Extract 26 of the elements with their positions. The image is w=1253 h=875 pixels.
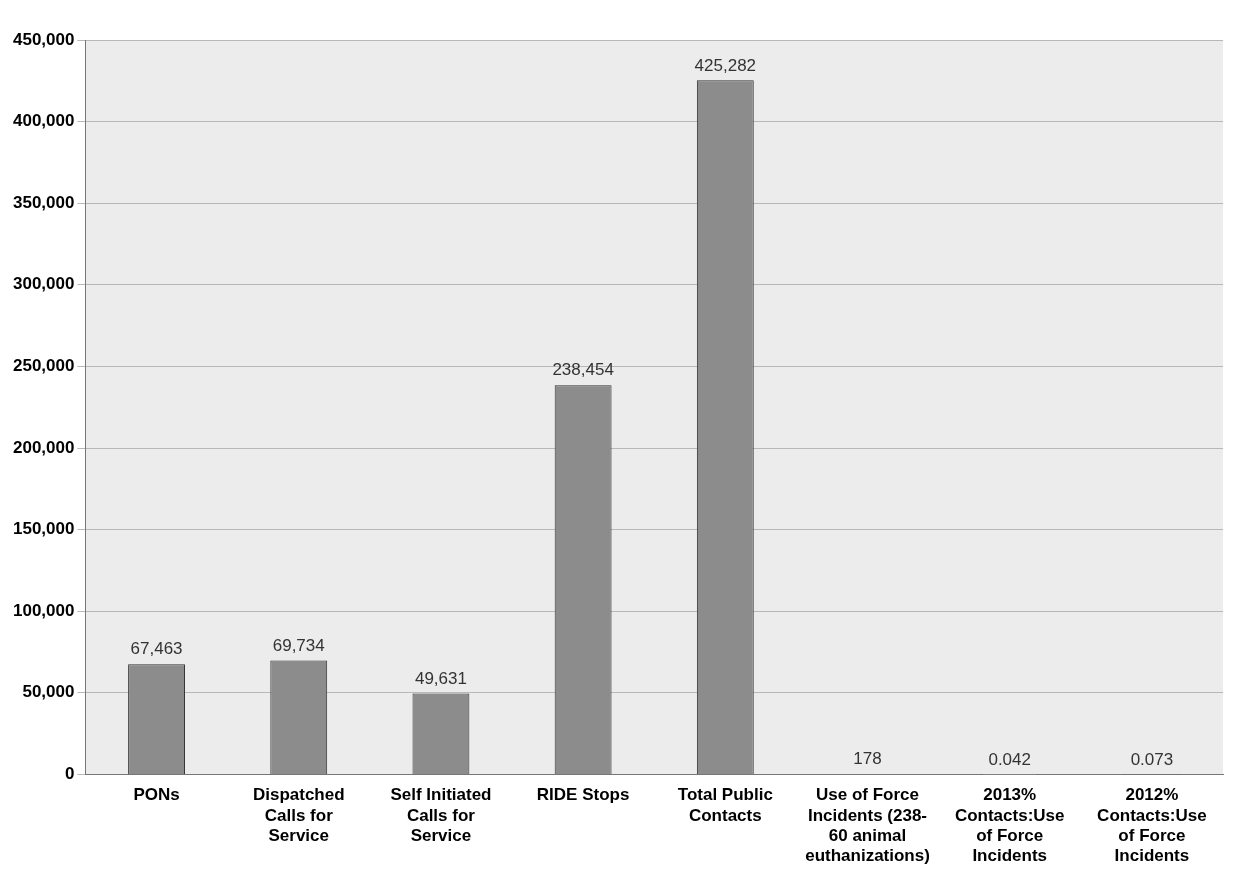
y-tick-label: 400,000 <box>13 111 75 131</box>
data-label: 67,463 <box>130 639 183 659</box>
y-tick-label: 250,000 <box>13 356 75 376</box>
x-tick-label: Use of Force Incidents (238-60 animal euthanizations) <box>805 785 930 866</box>
data-label: 0.073 <box>1130 749 1174 769</box>
data-label: 238,454 <box>552 360 614 380</box>
data-label: 69,734 <box>272 635 325 655</box>
x-tick-label: Self Initiated Calls for Service <box>390 785 492 846</box>
data-label: 0.042 <box>988 749 1031 769</box>
x-tick-label: PONs <box>133 785 180 805</box>
data-label: 49,631 <box>414 668 467 688</box>
y-tick-label: 50,000 <box>22 682 75 702</box>
x-tick-label: 2013% Contacts:Use of Force Incidents <box>954 785 1065 866</box>
y-tick-label: 100,000 <box>13 600 75 620</box>
y-tick-label: 200,000 <box>13 437 75 457</box>
x-tick-label: Dispatched Calls for Service <box>252 785 345 846</box>
y-tick-label: 350,000 <box>13 192 75 212</box>
y-tick-label: 150,000 <box>13 519 75 539</box>
y-tick-label: 450,000 <box>13 29 75 49</box>
x-tick-label: 2012% Contacts:Use of Force Incidents <box>1097 785 1207 866</box>
y-tick-label: 300,000 <box>13 274 75 294</box>
x-tick-label: RIDE Stops <box>536 785 630 805</box>
y-tick-label: 0 <box>64 764 75 784</box>
x-tick-label: Total Public Contacts <box>677 785 773 825</box>
data-label: 178 <box>853 749 882 769</box>
data-label: 425,282 <box>694 55 757 75</box>
